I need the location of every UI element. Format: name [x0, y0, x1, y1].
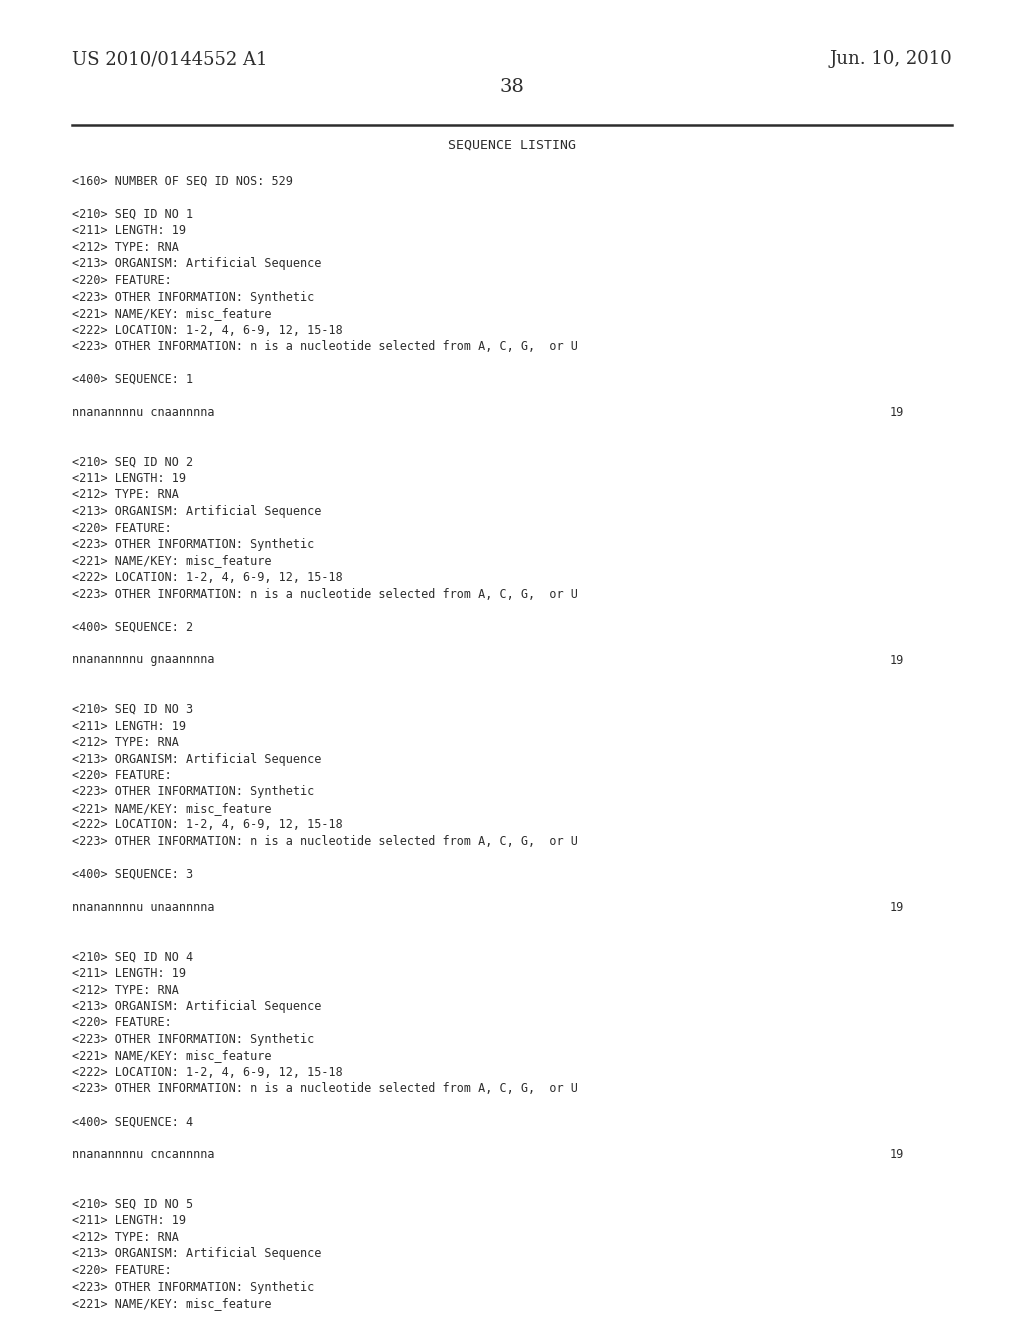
Text: <223> OTHER INFORMATION: Synthetic: <223> OTHER INFORMATION: Synthetic	[72, 290, 314, 304]
Text: <223> OTHER INFORMATION: n is a nucleotide selected from A, C, G,  or U: <223> OTHER INFORMATION: n is a nucleoti…	[72, 587, 578, 601]
Text: <220> FEATURE:: <220> FEATURE:	[72, 275, 172, 286]
Text: <213> ORGANISM: Artificial Sequence: <213> ORGANISM: Artificial Sequence	[72, 1001, 322, 1012]
Text: <222> LOCATION: 1-2, 4, 6-9, 12, 15-18: <222> LOCATION: 1-2, 4, 6-9, 12, 15-18	[72, 323, 343, 337]
Text: <221> NAME/KEY: misc_feature: <221> NAME/KEY: misc_feature	[72, 1049, 271, 1063]
Text: <212> TYPE: RNA: <212> TYPE: RNA	[72, 1232, 179, 1243]
Text: <400> SEQUENCE: 3: <400> SEQUENCE: 3	[72, 869, 194, 880]
Text: Jun. 10, 2010: Jun. 10, 2010	[829, 50, 952, 69]
Text: <210> SEQ ID NO 3: <210> SEQ ID NO 3	[72, 704, 194, 715]
Text: <221> NAME/KEY: misc_feature: <221> NAME/KEY: misc_feature	[72, 1298, 271, 1309]
Text: <223> OTHER INFORMATION: n is a nucleotide selected from A, C, G,  or U: <223> OTHER INFORMATION: n is a nucleoti…	[72, 1082, 578, 1096]
Text: <210> SEQ ID NO 2: <210> SEQ ID NO 2	[72, 455, 194, 469]
Text: <220> FEATURE:: <220> FEATURE:	[72, 1016, 172, 1030]
Text: <222> LOCATION: 1-2, 4, 6-9, 12, 15-18: <222> LOCATION: 1-2, 4, 6-9, 12, 15-18	[72, 1067, 343, 1078]
Text: <221> NAME/KEY: misc_feature: <221> NAME/KEY: misc_feature	[72, 308, 271, 319]
Text: <212> TYPE: RNA: <212> TYPE: RNA	[72, 488, 179, 502]
Text: 19: 19	[890, 1148, 904, 1162]
Text: <220> FEATURE:: <220> FEATURE:	[72, 770, 172, 781]
Text: <400> SEQUENCE: 2: <400> SEQUENCE: 2	[72, 620, 194, 634]
Text: <220> FEATURE:: <220> FEATURE:	[72, 521, 172, 535]
Text: <222> LOCATION: 1-2, 4, 6-9, 12, 15-18: <222> LOCATION: 1-2, 4, 6-9, 12, 15-18	[72, 818, 343, 832]
Text: <223> OTHER INFORMATION: Synthetic: <223> OTHER INFORMATION: Synthetic	[72, 1034, 314, 1045]
Text: <213> ORGANISM: Artificial Sequence: <213> ORGANISM: Artificial Sequence	[72, 752, 322, 766]
Text: <222> LOCATION: 1-2, 4, 6-9, 12, 15-18: <222> LOCATION: 1-2, 4, 6-9, 12, 15-18	[72, 572, 343, 583]
Text: 19: 19	[890, 407, 904, 418]
Text: <212> TYPE: RNA: <212> TYPE: RNA	[72, 983, 179, 997]
Text: <211> LENGTH: 19: <211> LENGTH: 19	[72, 1214, 186, 1228]
Text: <210> SEQ ID NO 1: <210> SEQ ID NO 1	[72, 209, 194, 220]
Text: 19: 19	[890, 653, 904, 667]
Text: <223> OTHER INFORMATION: Synthetic: <223> OTHER INFORMATION: Synthetic	[72, 785, 314, 799]
Text: <213> ORGANISM: Artificial Sequence: <213> ORGANISM: Artificial Sequence	[72, 1247, 322, 1261]
Text: <211> LENGTH: 19: <211> LENGTH: 19	[72, 473, 186, 484]
Text: US 2010/0144552 A1: US 2010/0144552 A1	[72, 50, 267, 69]
Text: <211> LENGTH: 19: <211> LENGTH: 19	[72, 719, 186, 733]
Text: <212> TYPE: RNA: <212> TYPE: RNA	[72, 737, 179, 748]
Text: <223> OTHER INFORMATION: Synthetic: <223> OTHER INFORMATION: Synthetic	[72, 539, 314, 550]
Text: nnanannnnu gnaannnna: nnanannnnu gnaannnna	[72, 653, 214, 667]
Text: nnanannnnu unaannnna: nnanannnnu unaannnna	[72, 902, 214, 913]
Text: <211> LENGTH: 19: <211> LENGTH: 19	[72, 224, 186, 238]
Text: <213> ORGANISM: Artificial Sequence: <213> ORGANISM: Artificial Sequence	[72, 506, 322, 517]
Text: <400> SEQUENCE: 4: <400> SEQUENCE: 4	[72, 1115, 194, 1129]
Text: <220> FEATURE:: <220> FEATURE:	[72, 1265, 172, 1276]
Text: <210> SEQ ID NO 5: <210> SEQ ID NO 5	[72, 1199, 194, 1210]
Text: nnanannnnu cnaannnna: nnanannnnu cnaannnna	[72, 407, 214, 418]
Text: 19: 19	[890, 902, 904, 913]
Text: <221> NAME/KEY: misc_feature: <221> NAME/KEY: misc_feature	[72, 803, 271, 814]
Text: <211> LENGTH: 19: <211> LENGTH: 19	[72, 968, 186, 979]
Text: SEQUENCE LISTING: SEQUENCE LISTING	[449, 139, 575, 152]
Text: <213> ORGANISM: Artificial Sequence: <213> ORGANISM: Artificial Sequence	[72, 257, 322, 271]
Text: <210> SEQ ID NO 4: <210> SEQ ID NO 4	[72, 950, 194, 964]
Text: 38: 38	[500, 78, 524, 96]
Text: nnanannnnu cncannnna: nnanannnnu cncannnna	[72, 1148, 214, 1162]
Text: <212> TYPE: RNA: <212> TYPE: RNA	[72, 242, 179, 253]
Text: <400> SEQUENCE: 1: <400> SEQUENCE: 1	[72, 374, 194, 385]
Text: <160> NUMBER OF SEQ ID NOS: 529: <160> NUMBER OF SEQ ID NOS: 529	[72, 176, 293, 187]
Text: <223> OTHER INFORMATION: n is a nucleotide selected from A, C, G,  or U: <223> OTHER INFORMATION: n is a nucleoti…	[72, 836, 578, 847]
Text: <221> NAME/KEY: misc_feature: <221> NAME/KEY: misc_feature	[72, 554, 271, 568]
Text: <223> OTHER INFORMATION: n is a nucleotide selected from A, C, G,  or U: <223> OTHER INFORMATION: n is a nucleoti…	[72, 341, 578, 352]
Text: <223> OTHER INFORMATION: Synthetic: <223> OTHER INFORMATION: Synthetic	[72, 1280, 314, 1294]
